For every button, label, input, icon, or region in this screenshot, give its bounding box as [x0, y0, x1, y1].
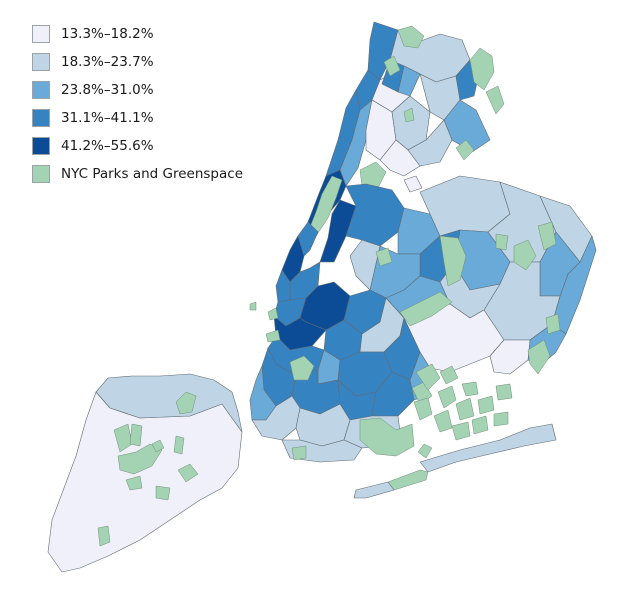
queens-tract [489, 339, 531, 375]
rikers-island [403, 175, 423, 193]
central-park [307, 175, 343, 237]
staten-island-north [95, 373, 243, 433]
park [359, 417, 415, 457]
park [527, 339, 551, 375]
legend-label: 13.3%–18.2% [61, 26, 154, 42]
park [97, 525, 111, 547]
park [417, 443, 433, 459]
jamaica-bay [413, 363, 513, 441]
legend-swatch [32, 109, 50, 127]
park [451, 421, 471, 441]
prospect-park [289, 355, 315, 381]
park [383, 55, 401, 77]
park [545, 313, 561, 335]
park [495, 233, 509, 251]
staten-island-south [47, 391, 243, 573]
bronx [365, 25, 505, 177]
legend-item: 18.3%–23.7% [32, 48, 243, 76]
queens [345, 175, 597, 375]
legend-label: 31.1%–41.1% [61, 110, 154, 126]
legend-swatch [32, 165, 50, 183]
park [175, 391, 197, 415]
park [485, 85, 505, 115]
park [469, 47, 495, 91]
legend-swatch [32, 25, 50, 43]
park [437, 385, 457, 409]
staten-island [47, 373, 243, 573]
rockaway-tract [353, 481, 395, 499]
park [117, 443, 163, 475]
governors-island [267, 307, 279, 321]
bronx-tract [407, 119, 453, 167]
legend-item: 31.1%–41.1% [32, 104, 243, 132]
park [173, 435, 185, 455]
park [375, 247, 393, 267]
liberty-island [249, 301, 257, 311]
legend-item: 23.8%–31.0% [32, 76, 243, 104]
park [461, 381, 479, 397]
flushing-meadows-park [439, 235, 467, 287]
park [387, 469, 429, 491]
legend-swatch [32, 137, 50, 155]
queens-tract [349, 239, 381, 291]
park [455, 397, 475, 421]
park [125, 475, 143, 491]
rockaway-tract [419, 423, 557, 473]
legend-label: 41.2%–55.6% [61, 138, 154, 154]
legend-item: NYC Parks and Greenspace [32, 160, 243, 188]
legend-label: 23.8%–31.0% [61, 82, 154, 98]
legend-label: NYC Parks and Greenspace [61, 166, 243, 182]
park [455, 139, 475, 161]
legend-item: 13.3%–18.2% [32, 20, 243, 48]
park [477, 395, 495, 415]
park [155, 485, 171, 501]
brooklyn [249, 281, 433, 463]
park [399, 291, 453, 327]
rockaway [353, 423, 557, 499]
park [471, 415, 489, 435]
park [439, 365, 459, 385]
park [291, 445, 307, 461]
legend-swatch [32, 81, 50, 99]
park [537, 221, 557, 251]
park [265, 329, 281, 343]
queens-tract [345, 183, 405, 247]
randalls-island-park [359, 161, 387, 189]
park [493, 411, 509, 427]
park [177, 463, 199, 483]
park [129, 423, 143, 447]
legend: 13.3%–18.2% 18.3%–23.7% 23.8%–31.0% 31.1… [32, 20, 243, 188]
park [403, 107, 415, 123]
park [415, 363, 441, 391]
park [433, 409, 453, 433]
legend-item: 41.2%–55.6% [32, 132, 243, 160]
legend-label: 18.3%–23.7% [61, 54, 154, 70]
park [513, 239, 537, 271]
legend-swatch [32, 53, 50, 71]
park [495, 383, 513, 401]
park [413, 397, 433, 421]
manhattan [273, 21, 399, 327]
park [151, 439, 165, 453]
park [397, 25, 425, 49]
